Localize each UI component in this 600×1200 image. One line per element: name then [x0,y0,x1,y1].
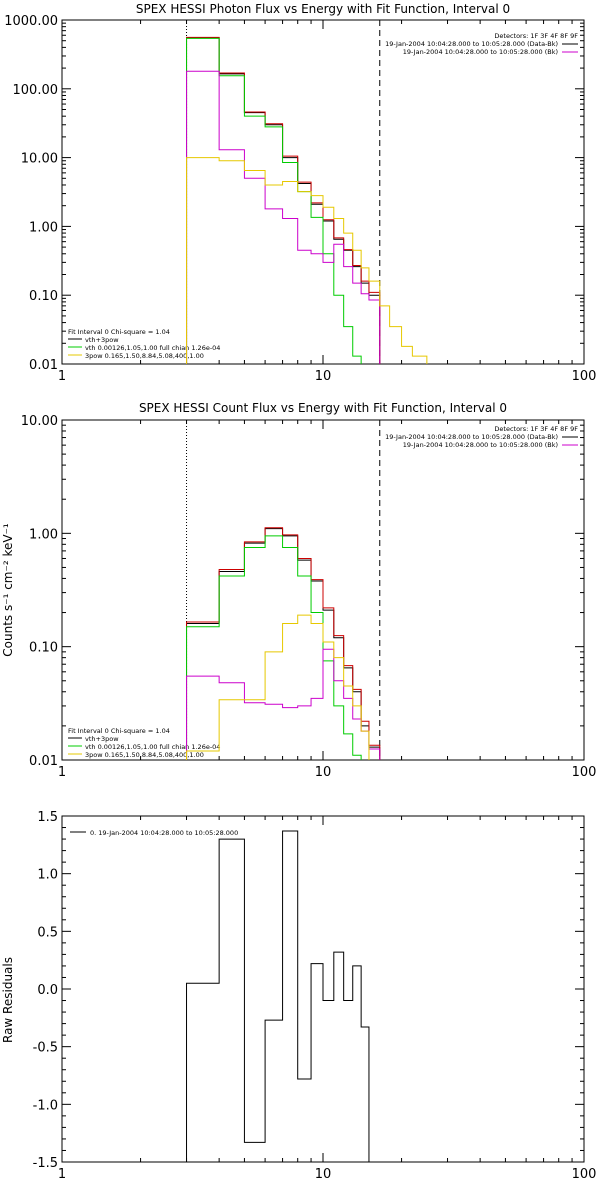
photon-info-bk: 19-Jan-2004 10:04:28.000 to 10:05:28.000… [403,48,558,56]
y-tick-label: 0.10 [29,641,58,656]
series-0-histogram [186,528,381,760]
photon-fit-entry-1: vth+3pow [85,336,119,344]
count-flux-title: SPEX HESSI Count Flux vs Energy with Fit… [139,401,507,415]
x-tick-label: 10 [315,369,332,384]
photon-info-data-bk: 19-Jan-2004 10:04:28.000 to 10:05:28.000… [385,40,558,48]
count-fit-entry-3: 3pow 0.165,1.50,8.84,5.08,400,1.00 [85,751,204,759]
count-fit-entry-2: vth 0.00126,1.05,1.00 full chian 1.26e-0… [85,743,220,751]
photon-fit-header: Fit Interval 0 Chi-square = 1.04 [68,328,170,336]
series-1-histogram [186,36,381,364]
count-flux-ylabel: Counts s⁻¹ cm⁻² keV⁻¹ [1,523,15,657]
photon-detectors-label: Detectors: 1F 3F 4F 8F 9F [494,32,578,40]
y-tick-label: 1.0 [37,868,58,883]
y-tick-label: 0.5 [37,925,58,940]
photon-flux-title: SPEX HESSI Photon Flux vs Energy with Fi… [136,2,510,16]
count-info-data-bk: 19-Jan-2004 10:04:28.000 to 10:05:28.000… [385,433,558,441]
y-tick-label: -1.5 [33,1156,58,1171]
x-tick-label: 1 [58,765,66,780]
count-fit-header: Fit Interval 0 Chi-square = 1.04 [68,727,170,735]
x-tick-label: 10 [315,765,332,780]
series-3-histogram [186,70,381,364]
series-2-histogram [186,535,362,760]
y-tick-label: 1000.00 [4,14,58,29]
y-tick-label: -0.5 [33,1041,58,1056]
photon-fit-entry-2: vth 0.00126,1.05,1.00 full chian 1.26e-0… [85,344,220,352]
y-tick-label: 0.0 [37,983,58,998]
y-tick-label: 10.00 [21,152,58,167]
residuals-ylabel: Raw Residuals [1,957,15,1043]
y-tick-label: 1.00 [29,527,58,542]
series-1-histogram [186,527,381,760]
series-0-histogram [186,37,381,364]
y-tick-label: 1.5 [37,810,58,825]
series-2-histogram [186,37,362,364]
y-tick-label: 10.00 [21,414,58,429]
y-tick-label: 0.10 [29,289,58,304]
photon-fit-entry-3: 3pow 0.165,1.50,8.84,5.08,400,1.00 [85,352,204,360]
x-tick-label: 1 [58,369,66,384]
y-tick-label: 100.00 [13,83,59,98]
series-0-histogram [186,830,370,1162]
x-tick-label: 1 [58,1167,66,1182]
x-tick-label: 100 [572,1167,597,1182]
count-info-bk: 19-Jan-2004 10:04:28.000 to 10:05:28.000… [403,441,558,449]
series-4-histogram [186,157,428,364]
x-tick-label: 10 [315,1167,332,1182]
x-tick-label: 100 [572,369,597,384]
y-tick-label: 0.01 [29,754,58,769]
photon-flux-panel: SPEX HESSI Photon Flux vs Energy with Fi… [4,2,596,384]
x-tick-label: 100 [572,765,597,780]
y-tick-label: 0.01 [29,358,58,373]
y-tick-label: 1.00 [29,220,58,235]
plot-frame [61,19,585,365]
y-tick-label: -1.0 [33,1098,58,1113]
residuals-panel: Raw Residuals 0. 19-Jan-2004 10:04:28.00… [1,810,596,1182]
count-fit-entry-1: vth+3pow [85,735,119,743]
series-4-histogram [186,614,370,760]
residuals-legend: 0. 19-Jan-2004 10:04:28.000 to 10:05:28.… [90,829,238,837]
count-detectors-label: Detectors: 1F 3F 4F 8F 9F [494,425,578,433]
count-flux-panel: SPEX HESSI Count Flux vs Energy with Fit… [1,401,596,780]
